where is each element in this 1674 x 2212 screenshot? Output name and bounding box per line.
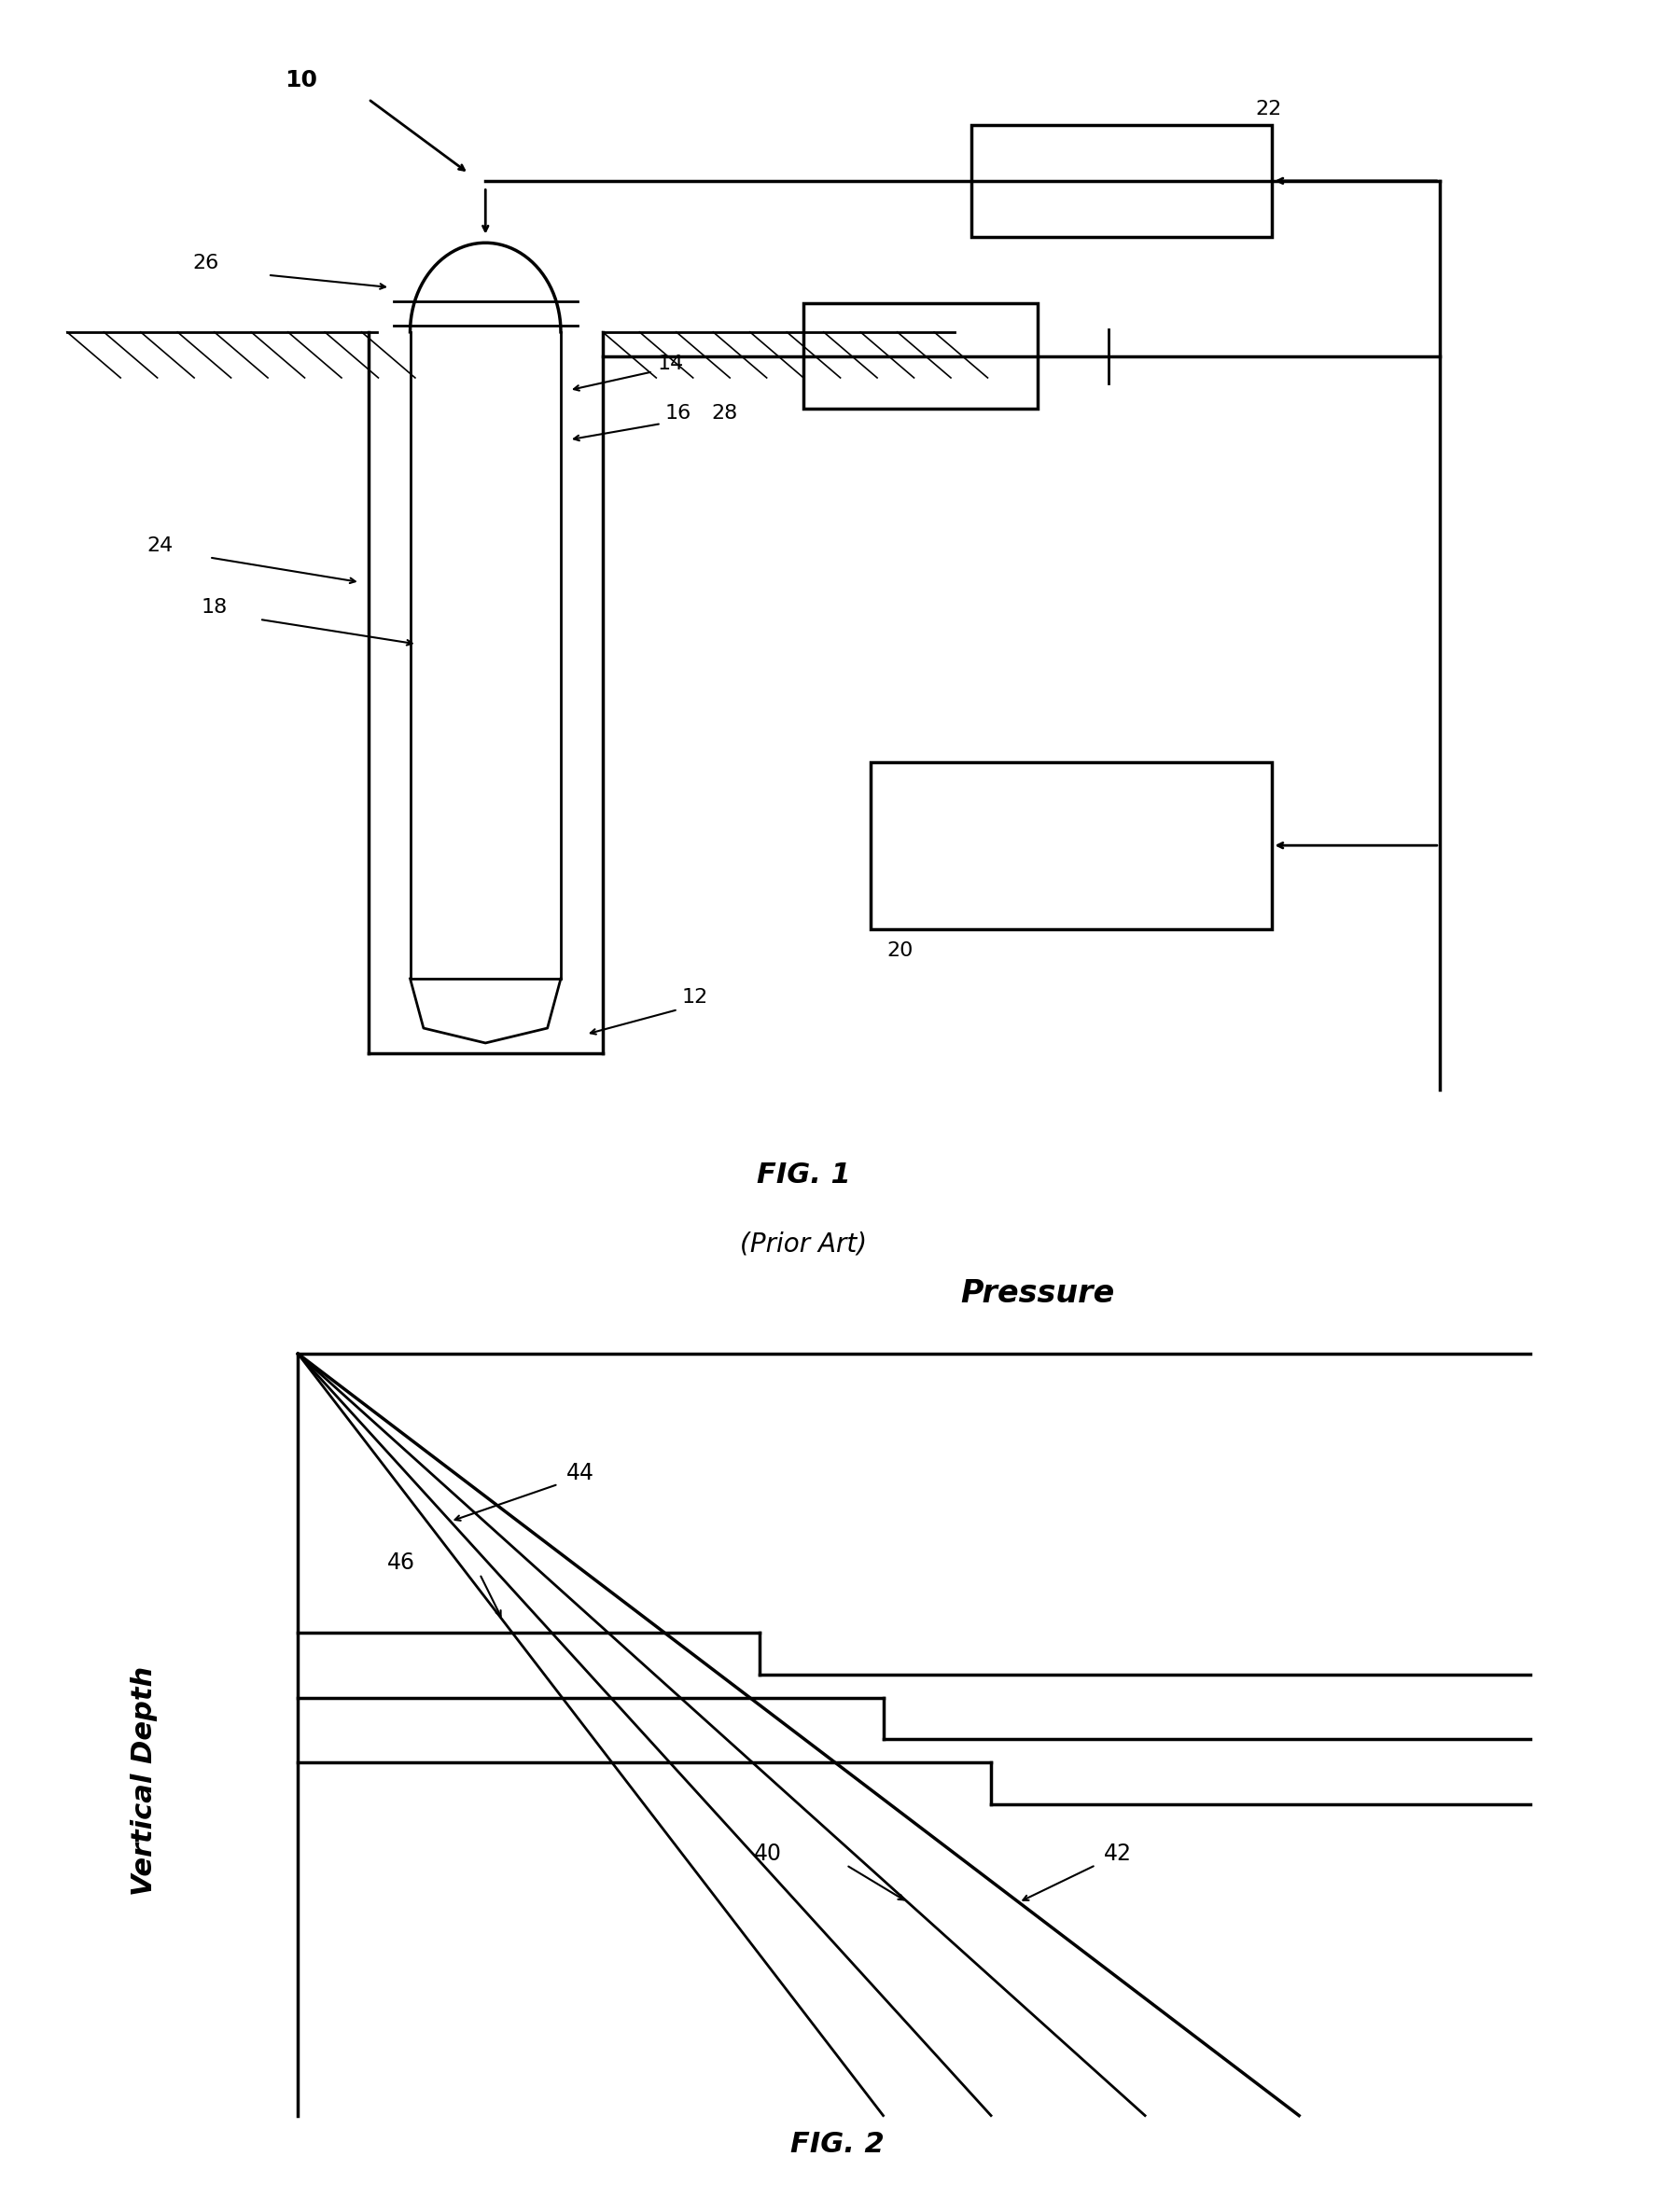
Text: 20: 20 bbox=[887, 942, 914, 960]
Text: FIG. 2: FIG. 2 bbox=[790, 2130, 884, 2159]
Text: 44: 44 bbox=[566, 1462, 594, 1484]
Text: FIG. 1: FIG. 1 bbox=[757, 1161, 850, 1188]
Text: Pressure: Pressure bbox=[961, 1279, 1115, 1310]
Text: 26: 26 bbox=[193, 254, 219, 272]
Bar bbox=[971, 126, 1272, 237]
Text: 18: 18 bbox=[201, 597, 228, 617]
Text: Vertical Depth: Vertical Depth bbox=[131, 1666, 157, 1896]
Bar bbox=[870, 761, 1272, 929]
Text: 12: 12 bbox=[681, 989, 708, 1006]
Text: 42: 42 bbox=[1103, 1843, 1132, 1865]
Text: 28: 28 bbox=[711, 405, 738, 422]
Bar bbox=[804, 303, 1038, 409]
Text: 40: 40 bbox=[753, 1843, 782, 1865]
Text: 22: 22 bbox=[1256, 100, 1282, 119]
Text: 16: 16 bbox=[665, 405, 691, 422]
Text: (Prior Art): (Prior Art) bbox=[740, 1230, 867, 1256]
Text: 46: 46 bbox=[387, 1551, 415, 1575]
Text: 10: 10 bbox=[285, 69, 318, 91]
Text: 14: 14 bbox=[658, 354, 685, 374]
Text: 24: 24 bbox=[147, 535, 174, 555]
